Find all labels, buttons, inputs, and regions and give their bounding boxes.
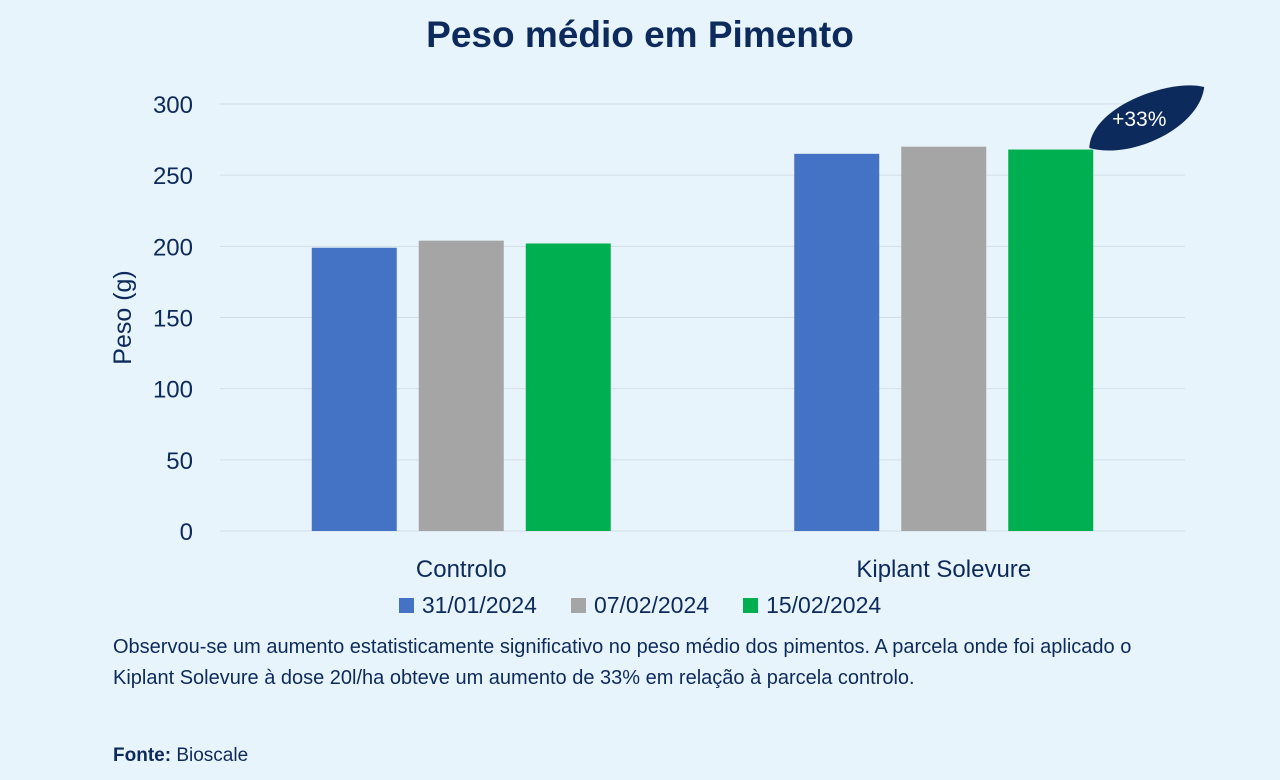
y-tick-label-50: 50 — [166, 448, 193, 475]
source-note: Fonte: Bioscale — [113, 745, 248, 767]
bar-1-2 — [418, 240, 504, 531]
legend-label-2: 07/02/2024 — [593, 592, 710, 618]
legend-item-3: 15/02/2024 — [743, 592, 881, 619]
bar-1-3 — [525, 243, 611, 531]
chart-title: Peso médio em Pimento — [426, 14, 854, 55]
annotation-label: +33% — [1112, 108, 1166, 131]
legend-swatch-3 — [743, 598, 759, 613]
y-tick-label-250: 250 — [153, 163, 193, 190]
bar-chart: 0 50 100 150 200 250 300 Peso (g) Controlo Kiplan… — [109, 85, 1205, 583]
y-tick-label-300: 300 — [153, 92, 193, 119]
x-tick-label-1: Controlo — [416, 556, 507, 583]
source-value: Bioscale — [176, 745, 249, 766]
bar-1-1 — [311, 247, 397, 532]
y-tick-label-0: 0 — [180, 519, 193, 546]
source-label: Fonte: — [113, 745, 172, 766]
chart-caption: Observou-se um aumento estatisticamente … — [113, 636, 1132, 689]
legend-label-1: 31/01/2024 — [421, 592, 537, 618]
y-axis-label: Peso (g) — [109, 270, 137, 364]
x-tick-label-2: Kiplant Solevure — [856, 556, 1031, 583]
legend-item-1: 31/01/2024 — [398, 592, 537, 619]
legend-swatch-2 — [570, 598, 586, 613]
y-tick-label-100: 100 — [153, 377, 193, 404]
legend-item-2: 07/02/2024 — [570, 592, 710, 619]
bar-2-2 — [901, 146, 987, 531]
bar-2-1 — [794, 153, 880, 532]
y-tick-label-200: 200 — [153, 234, 193, 261]
legend: 31/01/2024 07/02/2024 15/02/2024 — [0, 592, 1280, 619]
legend-swatch-1 — [398, 598, 414, 613]
bar-2-3 — [1008, 149, 1094, 531]
annotation-badge — [1089, 85, 1205, 151]
legend-label-3: 15/02/2024 — [766, 592, 882, 618]
y-tick-label-150: 150 — [153, 306, 193, 333]
